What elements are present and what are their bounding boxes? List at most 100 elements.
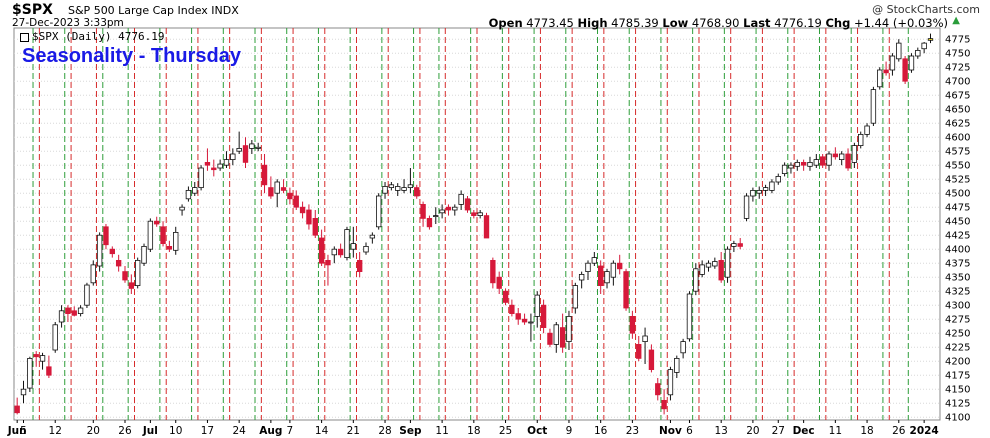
candle-body xyxy=(77,307,84,314)
candle-body xyxy=(433,215,439,218)
open-label: Open xyxy=(488,16,523,30)
candle-body xyxy=(122,271,128,281)
candle-body xyxy=(839,153,845,160)
candle-body xyxy=(452,206,458,211)
candle-body xyxy=(141,245,147,264)
x-tick-label: 17 xyxy=(201,425,214,437)
x-tick-label: 21 xyxy=(347,425,360,437)
x-tick-label: 26 xyxy=(118,425,132,437)
candle-body xyxy=(115,259,122,267)
candle-body xyxy=(534,294,540,317)
candle-body xyxy=(192,187,198,194)
candle-body xyxy=(819,156,826,166)
x-tick-label: 20 xyxy=(87,425,100,437)
candle-body xyxy=(242,145,249,163)
candle-body xyxy=(826,153,832,166)
candle-body xyxy=(58,310,65,323)
chart-date: 27-Dec-2023 3:33pm xyxy=(12,17,124,29)
candle-body xyxy=(680,341,686,354)
candle-body xyxy=(147,220,154,250)
y-tick-label: 4725 xyxy=(945,63,970,74)
candle-body xyxy=(807,161,813,167)
candle-body xyxy=(249,143,255,149)
candle-body xyxy=(173,231,179,251)
series-legend: $SPX (Daily) 4776.19 xyxy=(20,30,164,43)
candle-body xyxy=(902,58,908,82)
x-tick-label: Oct xyxy=(527,425,547,437)
candle-body xyxy=(96,234,103,267)
candle-body xyxy=(604,271,610,284)
candle-body xyxy=(236,147,242,152)
x-tick-label: 6 xyxy=(686,425,693,437)
x-tick-label: 24 xyxy=(232,425,246,437)
candle-body xyxy=(46,366,52,376)
candle-body xyxy=(705,262,712,268)
x-tick-label: 23 xyxy=(626,425,639,437)
candle-body xyxy=(889,55,896,71)
candle-body xyxy=(661,399,667,410)
candle-body xyxy=(693,268,699,292)
candle-body xyxy=(832,153,839,158)
candle-body xyxy=(376,195,382,228)
y-tick-label: 4400 xyxy=(945,245,970,256)
y-tick-label: 4300 xyxy=(945,301,970,312)
x-tick-label: 12 xyxy=(49,425,62,437)
candle-body xyxy=(230,153,236,160)
axis-layer: 4100 4125 4150 4175 4200 4225 4250 4275 4300 4325… xyxy=(7,35,971,437)
candle-body xyxy=(794,161,800,167)
x-tick-label: 16 xyxy=(594,425,608,437)
high-label: High xyxy=(577,16,608,30)
x-tick-label: 5 xyxy=(20,425,27,437)
candle-body xyxy=(629,315,636,334)
y-tick-label: 4475 xyxy=(945,203,970,214)
low-label: Low xyxy=(662,16,689,30)
x-tick-label: Jun xyxy=(7,425,27,437)
candle-body xyxy=(915,50,921,57)
candle-body xyxy=(280,187,287,191)
candle-body xyxy=(458,193,464,205)
candle-body xyxy=(743,195,750,219)
candle-body xyxy=(540,304,547,329)
candle-body xyxy=(655,383,661,396)
y-tick-label: 4325 xyxy=(945,287,970,298)
candle-body xyxy=(769,181,775,191)
candle-body xyxy=(712,261,718,267)
candle-body xyxy=(109,248,115,255)
x-tick-label: Dec xyxy=(793,425,815,437)
x-tick-label: 13 xyxy=(714,425,727,437)
x-tick-label: 2024 xyxy=(910,425,939,437)
legend-text: $SPX (Daily) 4776.19 xyxy=(32,30,165,43)
up-triangle-icon: ▲ xyxy=(952,15,960,26)
x-tick-label: Nov xyxy=(659,425,682,437)
candle-body xyxy=(204,161,211,166)
stockcharts-credit: @ StockCharts.com xyxy=(872,3,980,16)
y-tick-label: 4150 xyxy=(945,385,970,396)
candle-body xyxy=(870,89,877,124)
candle-body xyxy=(483,215,490,239)
y-tick-label: 4175 xyxy=(945,371,970,382)
x-tick-label: 27 xyxy=(772,425,785,437)
candle-body xyxy=(426,217,433,228)
candle-body xyxy=(788,164,794,169)
index-name: S&P 500 Large Cap Index INDX xyxy=(68,4,239,17)
candle-body xyxy=(420,203,426,219)
candle-body xyxy=(617,262,623,270)
candle-body xyxy=(14,405,20,414)
candle-body xyxy=(103,226,109,246)
candle-body xyxy=(718,259,724,281)
y-tick-label: 4225 xyxy=(945,343,970,354)
y-tick-label: 4625 xyxy=(945,119,970,130)
candle-body xyxy=(927,38,934,41)
candle-body xyxy=(737,243,743,247)
candle-body xyxy=(293,195,299,208)
candle-body xyxy=(699,264,705,275)
y-tick-label: 4125 xyxy=(945,399,970,410)
candle-body xyxy=(299,206,306,214)
candle-body xyxy=(908,55,915,71)
candle-body xyxy=(883,69,889,74)
candle-body xyxy=(211,167,217,171)
y-tick-label: 4600 xyxy=(945,133,970,144)
candle-body xyxy=(363,245,369,253)
candle-body xyxy=(255,146,261,149)
x-tick-label: 10 xyxy=(169,425,182,437)
